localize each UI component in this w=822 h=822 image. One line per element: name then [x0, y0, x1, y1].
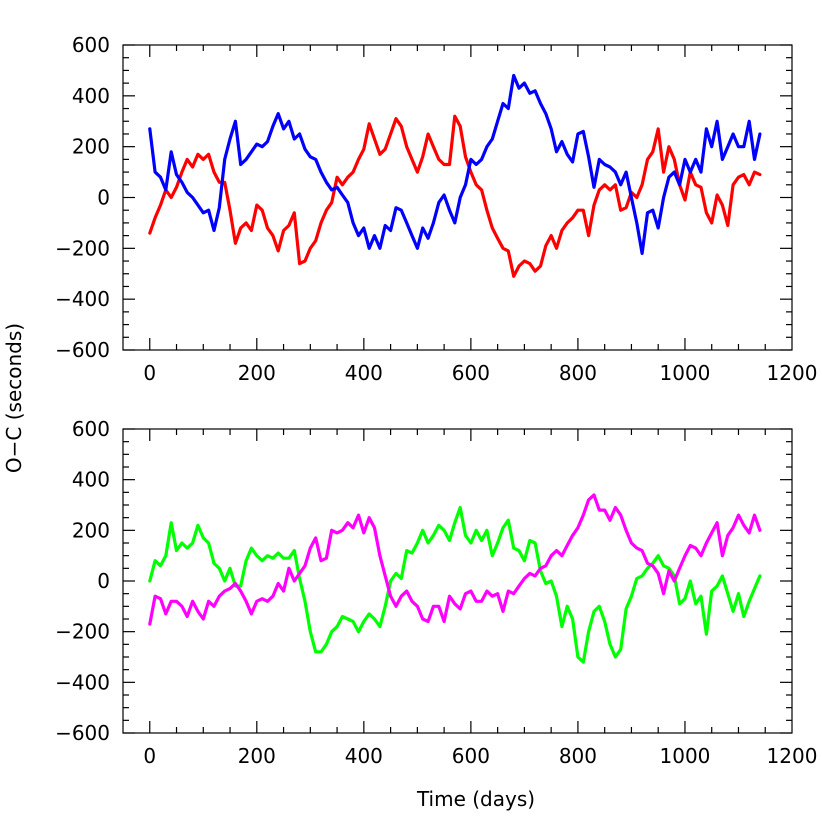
series-line-1	[148, 114, 762, 278]
y-tick-label: 600	[72, 33, 110, 57]
y-tick-label: 0	[97, 569, 110, 593]
x-tick-label: 1000	[660, 744, 711, 768]
x-axis-title: Time (days)	[416, 787, 535, 811]
y-axis-title: O−C (seconds)	[2, 323, 26, 473]
x-tick-label: 600	[452, 361, 490, 385]
y-tick-label: −400	[55, 670, 110, 694]
x-tick-label: 0	[143, 361, 156, 385]
y-tick-label: −600	[55, 338, 110, 362]
y-tick-label: 200	[72, 135, 110, 159]
y-tick-label: 200	[72, 518, 110, 542]
x-tick-label: 200	[238, 361, 276, 385]
y-tick-label: −200	[55, 236, 110, 260]
y-tick-label: 400	[72, 468, 110, 492]
series-line-2	[148, 493, 762, 626]
plot-frame	[122, 44, 793, 351]
x-tick-label: 400	[345, 361, 383, 385]
x-tick-label: 400	[345, 744, 383, 768]
y-tick-label: 400	[72, 84, 110, 108]
x-tick-label: 1200	[767, 744, 818, 768]
bottom-panel: 0 200 400 600 800 1000 1200 −600 −400 −200 0 200 400…	[55, 417, 817, 768]
x-tick-label: 800	[559, 744, 597, 768]
y-tick-label: −600	[55, 721, 110, 745]
y-tick-label: 600	[72, 417, 110, 441]
y-tick-label: −200	[55, 620, 110, 644]
x-tick-label: 200	[238, 744, 276, 768]
x-tick-label: 600	[452, 744, 490, 768]
series-line-2	[148, 73, 762, 255]
x-tick-label: 0	[143, 744, 156, 768]
y-tick-label: 0	[97, 186, 110, 210]
top-panel: 0 200 400 600 800 1000 1200 −600 −400 −200 0 200 400…	[55, 33, 817, 385]
y-tick-label: −400	[55, 287, 110, 311]
series-line-1	[148, 505, 762, 664]
x-tick-label: 1000	[660, 361, 711, 385]
x-tick-label: 800	[559, 361, 597, 385]
x-tick-label: 1200	[767, 361, 818, 385]
